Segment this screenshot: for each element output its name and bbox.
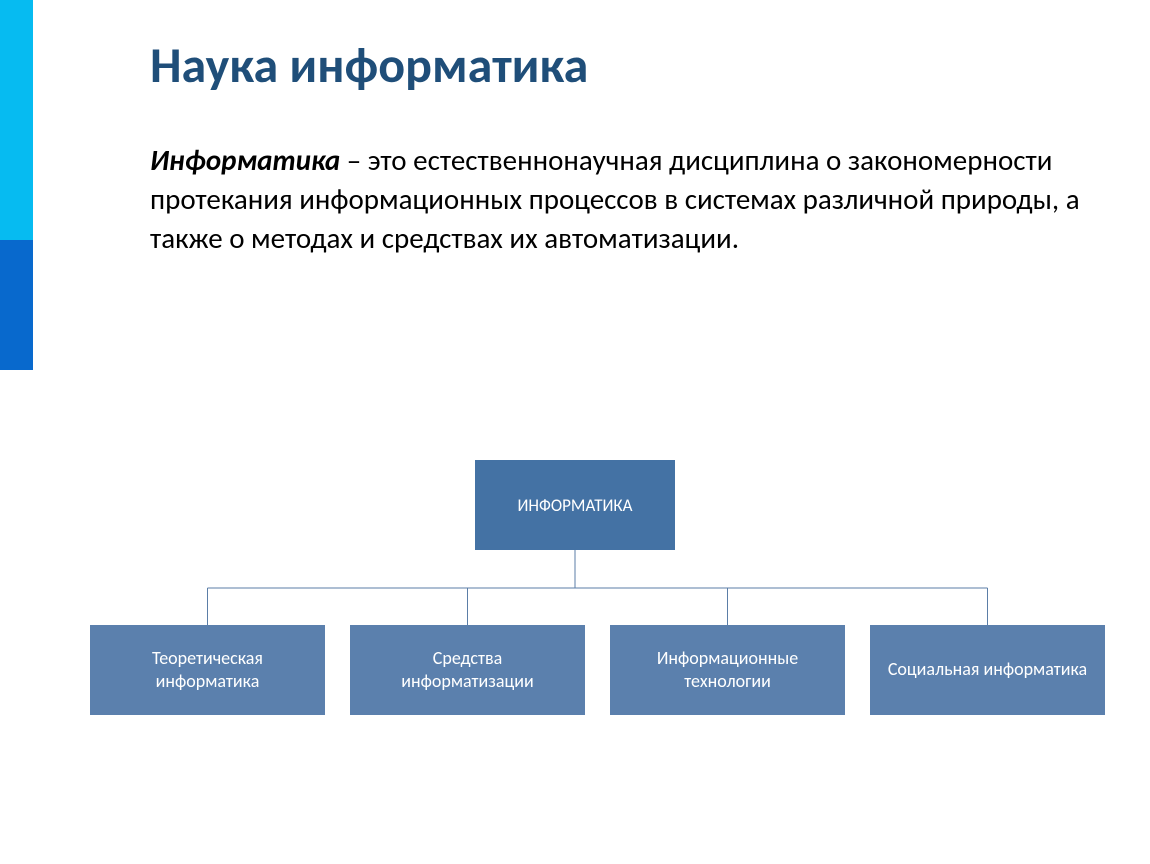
child-node-label: Теоретическая информатика xyxy=(106,647,309,694)
child-node-label: Социальная информатика xyxy=(888,658,1087,681)
definition-paragraph: Информатика – это естественнонаучная дис… xyxy=(150,141,1090,258)
child-node-label: Информационные технологии xyxy=(626,647,829,694)
definition-term: Информатика xyxy=(150,142,340,178)
child-node: Теоретическая информатика xyxy=(90,625,325,715)
child-node-label: Средства информатизации xyxy=(366,647,569,694)
root-node-label: ИНФОРМАТИКА xyxy=(518,495,633,516)
slide-title: Наука информатика xyxy=(150,35,1090,96)
child-node: Социальная информатика xyxy=(870,625,1105,715)
child-node: Средства информатизации xyxy=(350,625,585,715)
left-accent-bar-top xyxy=(0,0,33,240)
child-node: Информационные технологии xyxy=(610,625,845,715)
root-node: ИНФОРМАТИКА xyxy=(475,460,675,550)
left-accent-bar-mid xyxy=(0,240,33,370)
slide-content: Наука информатика Информатика – это есте… xyxy=(0,0,1150,258)
